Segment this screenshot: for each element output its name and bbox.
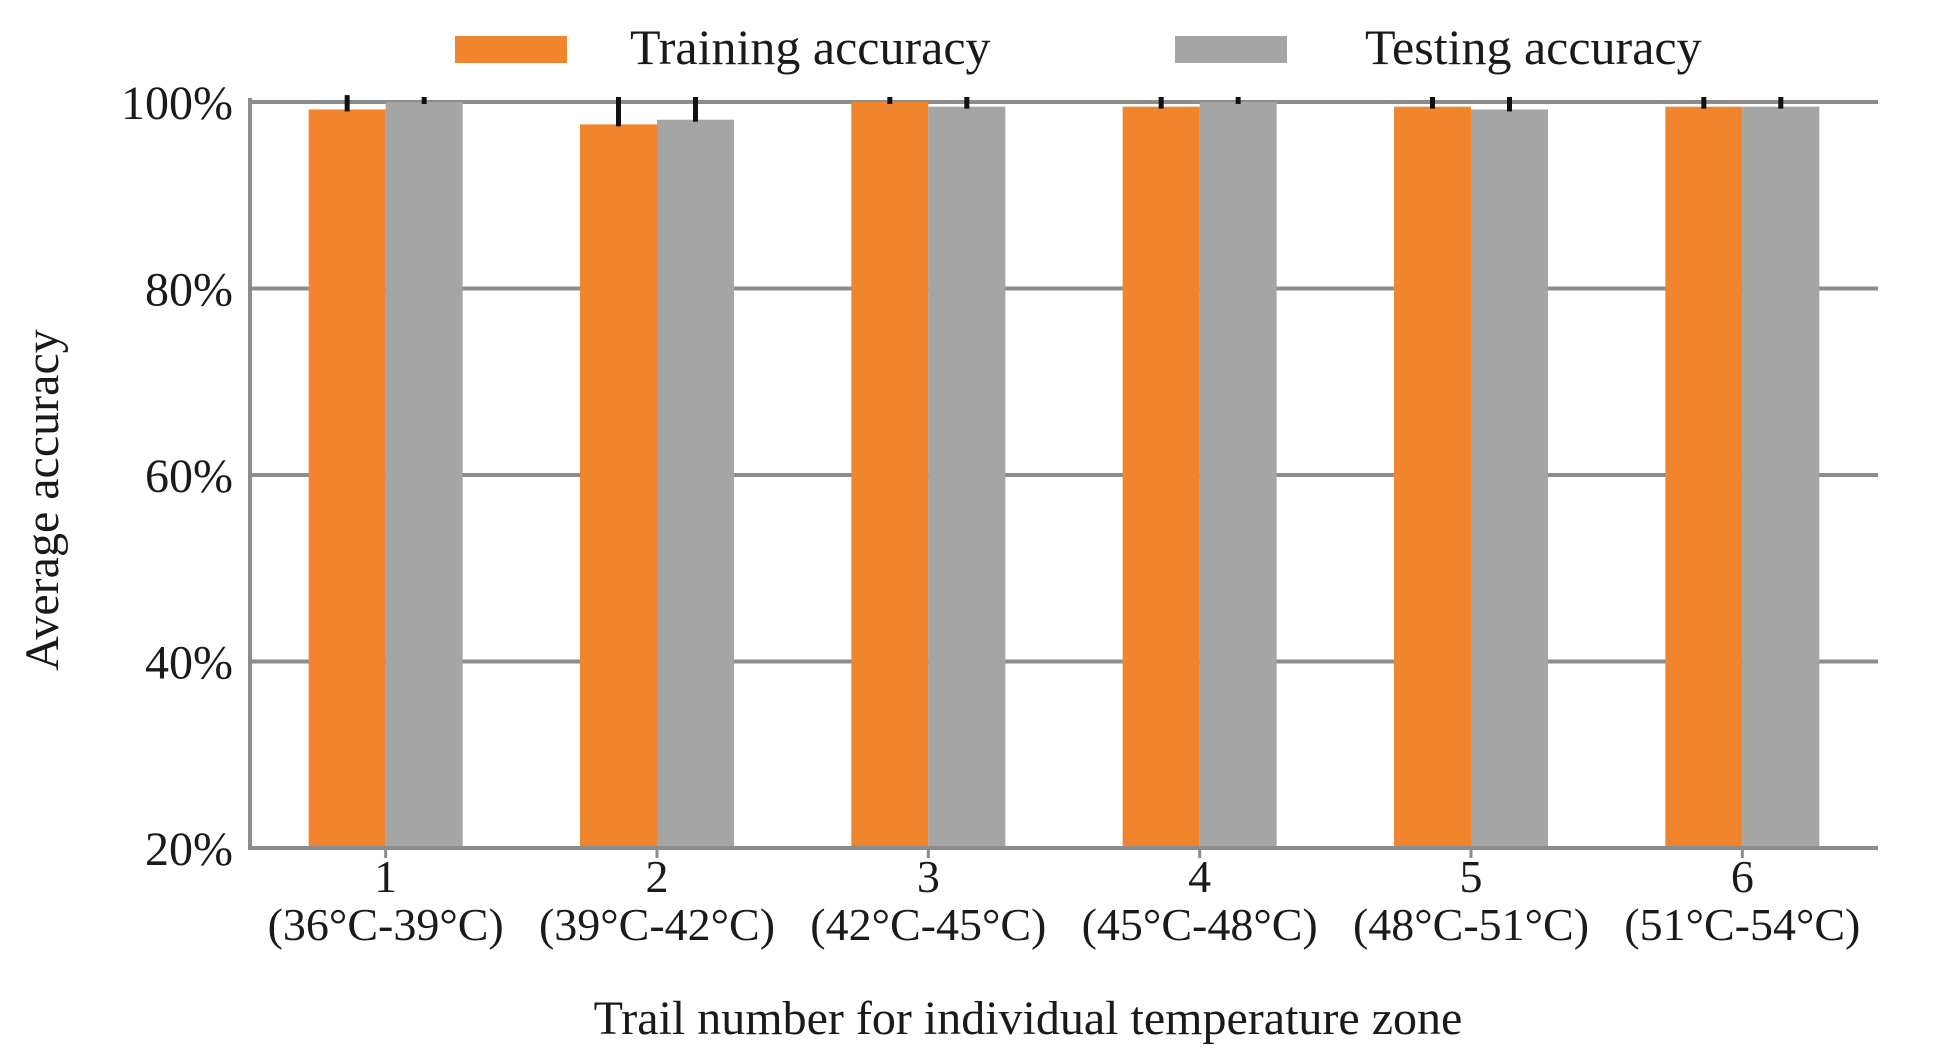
legend: Training accuracy Testing accuracy	[455, 19, 1702, 75]
bar-testing-5	[1471, 109, 1548, 848]
bar-testing-2	[657, 119, 734, 848]
x-tick-sublabel: (51°C-54°C)	[1624, 899, 1860, 950]
x-tick-label: 5	[1460, 851, 1483, 902]
x-axis-title: Trail number for individual temperature …	[594, 992, 1463, 1045]
y-tick-label: 100%	[121, 77, 233, 130]
y-tick-labels: 20% 40% 60% 80% 100%	[121, 77, 233, 876]
x-tick-label: 6	[1731, 851, 1754, 902]
x-tick-sublabel: (36°C-39°C)	[268, 899, 504, 950]
x-tick-label: 1	[374, 851, 397, 902]
x-tick-sublabel: (42°C-45°C)	[810, 899, 1046, 950]
legend-swatch-training	[455, 36, 567, 63]
y-axis-title: Average accuracy	[16, 329, 69, 671]
y-tick-label: 40%	[145, 637, 233, 690]
y-tick-label: 60%	[145, 450, 233, 503]
bar-testing-6	[1742, 106, 1820, 849]
legend-label-training: Training accuracy	[630, 19, 991, 75]
x-tick-label: 4	[1188, 851, 1211, 902]
bar-training-4	[1122, 106, 1200, 849]
x-tick-sublabel: (45°C-48°C)	[1082, 899, 1318, 950]
error-bars	[344, 95, 1784, 127]
axes	[248, 98, 1878, 858]
bars	[308, 102, 1820, 849]
bar-training-2	[580, 124, 657, 848]
legend-swatch-testing	[1175, 36, 1287, 63]
bar-testing-1	[385, 102, 463, 848]
x-tick-sublabel: (48°C-51°C)	[1353, 899, 1589, 950]
x-tick-sublabel: (39°C-42°C)	[539, 899, 775, 950]
x-tick-label: 3	[917, 851, 940, 902]
x-tick-label: 2	[646, 851, 669, 902]
bar-testing-4	[1199, 102, 1277, 848]
bar-training-6	[1665, 106, 1743, 849]
y-tick-label: 20%	[145, 823, 233, 876]
legend-label-testing: Testing accuracy	[1365, 19, 1702, 75]
bar-testing-3	[928, 106, 1006, 849]
bar-training-5	[1394, 106, 1471, 849]
bar-training-1	[308, 109, 386, 848]
bar-training-3	[851, 102, 929, 848]
gridlines	[250, 100, 1878, 664]
y-tick-label: 80%	[145, 264, 233, 317]
x-tick-labels: 1(36°C-39°C) 2(39°C-42°C) 3(42°C-45°C) 4(45…	[268, 851, 1861, 950]
